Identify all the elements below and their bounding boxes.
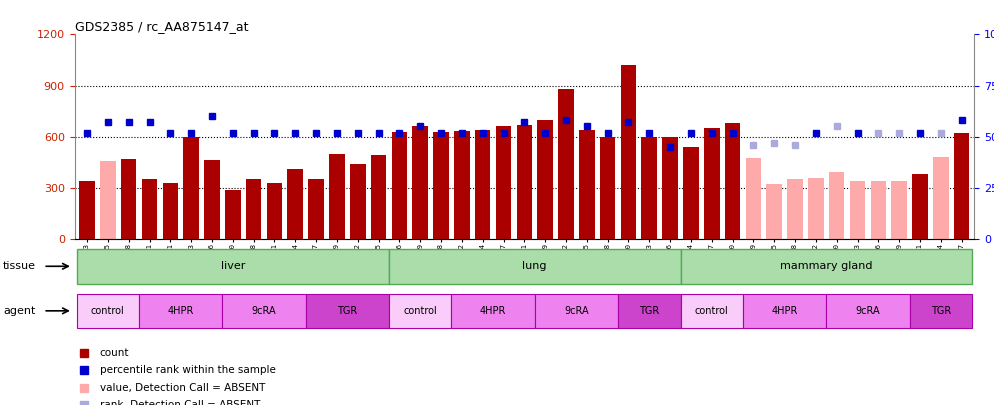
FancyBboxPatch shape: [139, 294, 223, 328]
Bar: [599, 137, 615, 239]
Bar: [912, 174, 927, 239]
Bar: [662, 137, 678, 239]
FancyBboxPatch shape: [223, 294, 306, 328]
Text: control: control: [404, 306, 437, 316]
Text: mammary gland: mammary gland: [780, 261, 873, 271]
Bar: [329, 154, 345, 239]
Text: liver: liver: [221, 261, 245, 271]
Bar: [746, 158, 761, 239]
Bar: [683, 147, 699, 239]
FancyBboxPatch shape: [306, 294, 389, 328]
Bar: [454, 131, 470, 239]
Text: value, Detection Call = ABSENT: value, Detection Call = ABSENT: [99, 383, 265, 392]
Bar: [371, 156, 387, 239]
Bar: [620, 65, 636, 239]
FancyBboxPatch shape: [451, 294, 535, 328]
Bar: [433, 132, 449, 239]
FancyBboxPatch shape: [681, 249, 972, 284]
Text: TGR: TGR: [639, 306, 659, 316]
Bar: [579, 130, 594, 239]
Bar: [892, 181, 907, 239]
Bar: [225, 190, 241, 239]
Bar: [933, 157, 948, 239]
Text: control: control: [91, 306, 124, 316]
Bar: [413, 126, 428, 239]
Text: percentile rank within the sample: percentile rank within the sample: [99, 365, 275, 375]
Text: TGR: TGR: [337, 306, 358, 316]
Bar: [517, 125, 532, 239]
Bar: [787, 179, 803, 239]
Text: 9cRA: 9cRA: [564, 306, 588, 316]
FancyBboxPatch shape: [389, 294, 451, 328]
Bar: [496, 126, 511, 239]
Bar: [538, 119, 553, 239]
Text: 4HPR: 4HPR: [168, 306, 194, 316]
Text: rank, Detection Call = ABSENT: rank, Detection Call = ABSENT: [99, 400, 260, 405]
Text: GDS2385 / rc_AA875147_at: GDS2385 / rc_AA875147_at: [75, 20, 248, 33]
Bar: [204, 160, 220, 239]
FancyBboxPatch shape: [910, 294, 972, 328]
FancyBboxPatch shape: [535, 294, 618, 328]
Bar: [850, 181, 866, 239]
Bar: [287, 169, 303, 239]
FancyBboxPatch shape: [77, 294, 139, 328]
FancyBboxPatch shape: [77, 249, 389, 284]
Bar: [350, 164, 366, 239]
Bar: [183, 137, 199, 239]
FancyBboxPatch shape: [743, 294, 826, 328]
Bar: [704, 128, 720, 239]
Text: count: count: [99, 348, 129, 358]
Bar: [475, 130, 490, 239]
Text: TGR: TGR: [930, 306, 951, 316]
Bar: [766, 184, 782, 239]
Bar: [80, 181, 94, 239]
Text: lung: lung: [523, 261, 547, 271]
Text: 9cRA: 9cRA: [251, 306, 276, 316]
FancyBboxPatch shape: [618, 294, 681, 328]
FancyBboxPatch shape: [681, 294, 743, 328]
Text: 4HPR: 4HPR: [771, 306, 798, 316]
Bar: [954, 133, 969, 239]
Text: 9cRA: 9cRA: [856, 306, 881, 316]
Bar: [100, 160, 115, 239]
Bar: [871, 181, 886, 239]
Text: agent: agent: [3, 306, 36, 316]
Text: tissue: tissue: [3, 262, 36, 271]
Bar: [559, 89, 574, 239]
FancyBboxPatch shape: [389, 249, 681, 284]
Bar: [808, 177, 824, 239]
Text: 4HPR: 4HPR: [480, 306, 506, 316]
Bar: [121, 159, 136, 239]
Bar: [266, 183, 282, 239]
Bar: [392, 132, 408, 239]
Bar: [246, 179, 261, 239]
Text: control: control: [695, 306, 729, 316]
Bar: [641, 137, 657, 239]
Bar: [725, 123, 741, 239]
Bar: [829, 173, 845, 239]
Bar: [308, 179, 324, 239]
Bar: [163, 183, 178, 239]
FancyBboxPatch shape: [826, 294, 910, 328]
Bar: [142, 179, 157, 239]
